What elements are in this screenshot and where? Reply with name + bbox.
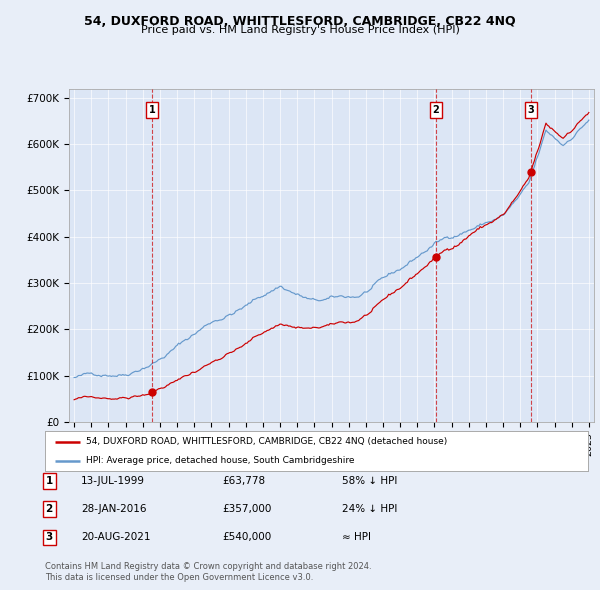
- Text: 54, DUXFORD ROAD, WHITTLESFORD, CAMBRIDGE, CB22 4NQ (detached house): 54, DUXFORD ROAD, WHITTLESFORD, CAMBRIDG…: [86, 437, 447, 447]
- Text: 1: 1: [148, 105, 155, 115]
- Text: 3: 3: [46, 533, 53, 542]
- Text: 3: 3: [527, 105, 535, 115]
- Text: 13-JUL-1999: 13-JUL-1999: [81, 476, 145, 486]
- Text: 28-JAN-2016: 28-JAN-2016: [81, 504, 146, 514]
- Text: 2: 2: [432, 105, 439, 115]
- Text: £63,778: £63,778: [222, 476, 265, 486]
- Text: £540,000: £540,000: [222, 533, 271, 542]
- Text: 24% ↓ HPI: 24% ↓ HPI: [342, 504, 397, 514]
- Text: Price paid vs. HM Land Registry's House Price Index (HPI): Price paid vs. HM Land Registry's House …: [140, 25, 460, 35]
- Text: Contains HM Land Registry data © Crown copyright and database right 2024.
This d: Contains HM Land Registry data © Crown c…: [45, 562, 371, 582]
- Text: 1: 1: [46, 476, 53, 486]
- Text: £357,000: £357,000: [222, 504, 271, 514]
- Text: HPI: Average price, detached house, South Cambridgeshire: HPI: Average price, detached house, Sout…: [86, 457, 354, 466]
- Text: 20-AUG-2021: 20-AUG-2021: [81, 533, 151, 542]
- Text: 58% ↓ HPI: 58% ↓ HPI: [342, 476, 397, 486]
- Text: 2: 2: [46, 504, 53, 514]
- Text: 54, DUXFORD ROAD, WHITTLESFORD, CAMBRIDGE, CB22 4NQ: 54, DUXFORD ROAD, WHITTLESFORD, CAMBRIDG…: [84, 15, 516, 28]
- Text: ≈ HPI: ≈ HPI: [342, 533, 371, 542]
